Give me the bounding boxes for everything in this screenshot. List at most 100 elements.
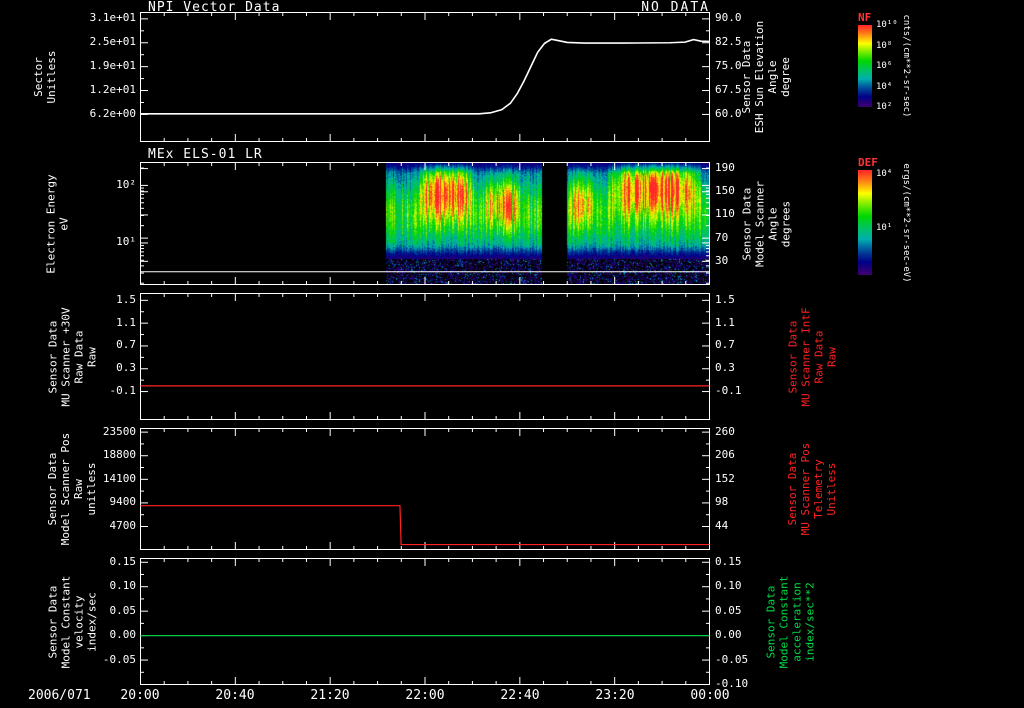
- axis-title-left-mu-scanner-30v-line: Sensor Data: [46, 320, 59, 393]
- y-tick-label-right-npi-sun-elevation: 60.0: [715, 106, 742, 120]
- y-tick-label-right-model-constant: 0.00: [715, 628, 742, 642]
- axis-title-right-els-spectrogram-line: Angle: [766, 206, 779, 241]
- colorbar-nf-unit: cnts/(cm**2-sr-sec): [901, 0, 911, 151]
- panel-npi-sun-elevation-plot: [140, 12, 710, 142]
- y-tick-label-right-model-constant: -0.10: [715, 677, 749, 690]
- colorbar-nf-name: NF: [858, 11, 872, 24]
- y-tick-label-right-mu-scanner-30v: 0.7: [715, 338, 735, 352]
- y-tick-label-right-model-constant: 0.10: [715, 579, 742, 593]
- axis-title-right-model-constant-line: Model Constant: [777, 575, 790, 668]
- x-tick-label: 20:00: [120, 688, 160, 703]
- y-tick-label-right-els-spectrogram: 70: [715, 230, 729, 244]
- axis-title-left-mu-scanner-30v: Sensor Data MU Scanner +30V Raw Data Raw: [46, 293, 98, 420]
- axis-title-right-mu-scanner-30v-line: Sensor Data: [786, 320, 799, 393]
- y-tick-label-right-els-spectrogram: 110: [715, 207, 735, 221]
- axis-title-left-model-scanner-pos-line: Raw: [72, 479, 85, 499]
- axis-title-left-els-spectrogram: Electron Energy eV: [44, 162, 70, 285]
- axis-title-right-npi-sun-elevation-line: ESH Sun Elevation: [753, 20, 766, 134]
- y-tick-label-left-model-constant: 0.15: [109, 554, 137, 568]
- colorbar-def-tick: 10⁴: [876, 169, 893, 180]
- y-tick-label-left-npi-sun-elevation: 2.5e+01: [89, 35, 136, 49]
- x-tick-label: 22:00: [405, 688, 445, 703]
- colorbar-def-tick: 10¹: [876, 222, 893, 233]
- y-tick-label-left-mu-scanner-30v: 0.3: [116, 361, 136, 375]
- y-tick-label-right-model-constant: 0.05: [715, 603, 742, 617]
- x-tick-label: 23:20: [595, 688, 635, 703]
- axis-title-right-npi-sun-elevation-line: degree: [779, 57, 792, 97]
- axis-title-right-model-scanner-pos: Sensor Data MU Scanner Pos Telemetry Unitle…: [786, 428, 838, 550]
- axis-title-right-model-constant-line: acceleration: [790, 581, 803, 662]
- y-tick-label-left-model-scanner-pos: 23500: [102, 424, 136, 438]
- y-tick-label-left-npi-sun-elevation: 6.2e+00: [89, 106, 136, 120]
- y-tick-label-left-mu-scanner-30v: 1.1: [116, 315, 136, 329]
- y-tick-label-left-mu-scanner-30v: -0.1: [109, 384, 137, 398]
- panel-model-constant-plot: [140, 558, 710, 685]
- y-tick-label-right-npi-sun-elevation: 82.5: [715, 35, 742, 49]
- colorbar-nf-tick: 10⁶: [876, 61, 893, 71]
- y-tick-label-left-npi-sun-elevation: 1.9e+01: [89, 59, 136, 73]
- y-tick-label-right-model-scanner-pos: 152: [715, 471, 735, 485]
- panel-model-scanner-pos-plot: [140, 428, 710, 550]
- y-tick-label-right-npi-sun-elevation: 90.0: [715, 11, 742, 25]
- y-tick-label-left-model-scanner-pos: 14100: [102, 471, 136, 485]
- y-tick-label-left-model-constant: 0.05: [109, 603, 137, 617]
- axis-title-left-mu-scanner-30v-line: MU Scanner +30V: [59, 306, 72, 407]
- colorbar-def-unit-line: ergs/(cm**2-sr-sec-eV): [901, 162, 911, 283]
- axis-title-right-model-scanner-pos-line: Telemetry: [812, 459, 825, 519]
- x-tick-label: 20:40: [215, 688, 255, 703]
- axis-title-left-model-constant-line: velocity: [72, 595, 85, 648]
- y-tick-label-right-els-spectrogram: 190: [715, 161, 735, 175]
- no-data-label: NO DATA: [641, 0, 710, 15]
- x-tick-label: 22:40: [500, 688, 540, 703]
- axis-title-right-npi-sun-elevation: Sensor Data ESH Sun Elevation Angle degree: [740, 12, 792, 142]
- axis-title-left-mu-scanner-30v-line: Raw Data: [72, 330, 85, 383]
- y-tick-label-left-model-constant: -0.05: [102, 652, 136, 666]
- y-tick-label-left-mu-scanner-30v: 0.7: [116, 338, 136, 352]
- panel2-title: MEx ELS-01 LR: [148, 147, 263, 162]
- axis-title-right-mu-scanner-30v-line: Raw Data: [812, 330, 825, 383]
- axis-title-left-els-spectrogram-line: Electron Energy: [44, 173, 57, 274]
- axis-title-left-model-scanner-pos-line: Sensor Data: [46, 452, 59, 526]
- els-spectrogram-canvas: [141, 163, 709, 284]
- panel1-title: NPI Vector Data: [148, 0, 281, 15]
- y-tick-label-right-npi-sun-elevation: 75.0: [715, 59, 742, 73]
- x-tick-label: 00:00: [690, 688, 730, 703]
- axis-title-left-model-scanner-pos-line: Model Scanner Pos: [59, 432, 72, 546]
- y-tick-label-left-els-spectrogram: 10¹: [116, 235, 136, 249]
- axis-title-left-model-scanner-pos: Sensor Data Model Scanner Pos Raw unitless: [46, 428, 98, 550]
- axis-title-right-model-scanner-pos-line: Sensor Data: [786, 452, 799, 526]
- axis-title-right-mu-scanner-30v-line: Raw: [825, 346, 838, 367]
- x-axis-date-label: 2006/071: [28, 688, 91, 703]
- axis-title-left-mu-scanner-30v-line: Raw: [85, 346, 98, 367]
- y-tick-label-right-els-spectrogram: 30: [715, 253, 729, 267]
- axis-title-left-model-scanner-pos-line: unitless: [85, 462, 98, 516]
- y-tick-label-right-mu-scanner-30v: 1.1: [715, 315, 735, 329]
- axis-title-left-model-constant: Sensor Data Model Constant velocity index/s…: [46, 558, 98, 685]
- y-tick-label-right-els-spectrogram: 150: [715, 184, 735, 198]
- axis-title-right-npi-sun-elevation-line: Angle: [766, 60, 779, 94]
- axis-title-right-els-spectrogram-line: Model Scanner: [753, 180, 766, 267]
- axis-title-left-model-constant-line: Sensor Data: [46, 585, 59, 658]
- axis-title-right-model-scanner-pos-line: MU Scanner Pos: [799, 442, 812, 536]
- axis-title-left-npi-sun-elevation-line: Unitless: [45, 50, 58, 104]
- axis-title-right-els-spectrogram-line: Sensor Data: [740, 187, 753, 260]
- axis-title-left-model-constant-line: index/sec: [85, 591, 98, 652]
- y-tick-label-left-model-scanner-pos: 18800: [102, 448, 136, 462]
- y-tick-label-left-model-constant: 0.10: [109, 579, 137, 593]
- axis-title-left-els-spectrogram-line: eV: [57, 216, 70, 231]
- colorbar-nf-gradient: [858, 25, 872, 107]
- y-tick-label-right-mu-scanner-30v: 1.5: [715, 292, 735, 306]
- colorbar-def-unit: ergs/(cm**2-sr-sec-eV): [901, 138, 911, 308]
- axis-title-right-model-scanner-pos-line: Unitless: [825, 462, 838, 516]
- y-tick-label-right-model-constant: -0.05: [715, 652, 749, 666]
- y-tick-label-right-model-scanner-pos: 260: [715, 424, 735, 438]
- colorbar-nf-tick: 10⁸: [876, 40, 893, 51]
- y-tick-label-left-model-scanner-pos: 9400: [109, 495, 137, 509]
- y-tick-label-right-npi-sun-elevation: 67.5: [715, 83, 742, 97]
- y-tick-label-left-els-spectrogram: 10²: [116, 177, 136, 191]
- y-tick-label-left-model-constant: 0.00: [109, 628, 137, 642]
- y-tick-label-right-model-scanner-pos: 44: [715, 519, 729, 532]
- axis-title-left-npi-sun-elevation: Sector Unitless: [32, 12, 58, 142]
- y-tick-label-right-model-scanner-pos: 206: [715, 448, 735, 462]
